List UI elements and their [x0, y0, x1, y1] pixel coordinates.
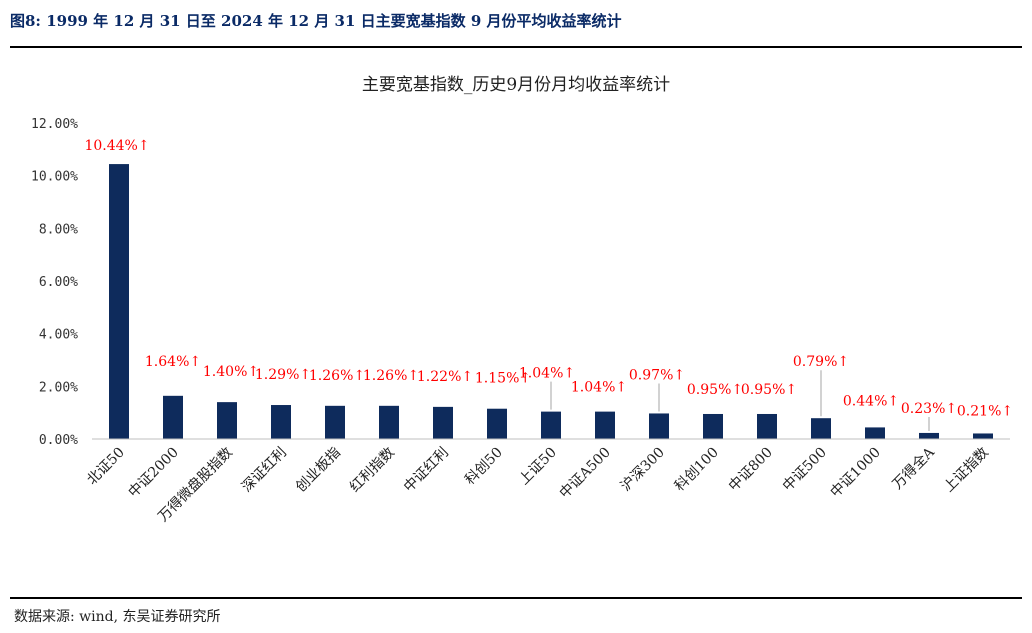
- label-leader-lines: [550, 370, 930, 431]
- x-tick-label: 科创100: [672, 445, 722, 495]
- data-label: 0.23%↑: [901, 401, 957, 417]
- bar: [541, 411, 561, 439]
- bar: [325, 405, 345, 439]
- x-tick-label: 万得全A: [889, 443, 938, 492]
- data-label: 0.95%↑: [741, 382, 797, 398]
- data-label: 1.22%↑: [417, 369, 473, 385]
- data-label: 1.26%↑: [363, 368, 419, 384]
- bar: [487, 408, 507, 439]
- bar: [217, 402, 237, 439]
- x-tick-label: 中证A500: [557, 445, 614, 502]
- bottom-rule: [10, 597, 1022, 599]
- bar: [757, 413, 777, 439]
- figure-title: 图8: 1999 年 12 月 31 日至 2024 年 12 月 31 日主要…: [10, 12, 622, 30]
- data-label: 0.44%↑: [843, 393, 899, 409]
- y-tick-label: 0.00%: [39, 433, 78, 448]
- bar: [271, 405, 291, 439]
- x-tick-label: 创业板指: [293, 445, 344, 496]
- bar: [379, 405, 399, 439]
- x-tick-label: 中证红利: [401, 445, 452, 496]
- data-label: 1.04%↑: [571, 380, 627, 396]
- y-tick-label: 2.00%: [39, 380, 78, 395]
- y-tick-label: 4.00%: [39, 328, 78, 343]
- y-tick-label: 10.00%: [31, 170, 78, 185]
- x-tick-label: 科创50: [462, 445, 506, 489]
- data-label: 1.40%↑: [203, 364, 259, 380]
- x-tick-label: 上证指数: [941, 445, 992, 496]
- data-label: 1.29%↑: [255, 367, 311, 383]
- x-tick-label: 沪深300: [618, 445, 668, 495]
- bar: [865, 427, 885, 439]
- data-label: 0.79%↑: [793, 354, 849, 370]
- data-label: 0.95%↑: [687, 382, 743, 398]
- bar: [109, 164, 129, 439]
- bar: [703, 413, 723, 439]
- data-label: 10.44%↑: [84, 138, 149, 154]
- top-rule: [10, 46, 1022, 48]
- x-tick-label: 中证1000: [828, 445, 884, 501]
- y-tick-label: 8.00%: [39, 222, 78, 237]
- x-tick-label: 红利指数: [347, 445, 398, 496]
- bars: [109, 164, 993, 439]
- y-tick-label: 12.00%: [31, 117, 78, 132]
- x-tick-label: 上证50: [516, 445, 560, 489]
- data-label: 1.64%↑: [145, 354, 201, 370]
- bar: [649, 413, 669, 439]
- x-tick-label: 北证50: [84, 445, 128, 489]
- x-tick-label: 中证500: [780, 445, 830, 495]
- source-note: 数据来源: wind, 东吴证券研究所: [14, 609, 221, 625]
- data-label: 0.97%↑: [629, 367, 685, 383]
- bar-chart: 主要宽基指数_历史9月份月均收益率统计 0.00% 2.00% 4.00% 6.00%…: [31, 75, 1013, 525]
- bar: [595, 411, 615, 439]
- x-tick-label: 深证红利: [239, 445, 290, 496]
- bar: [163, 395, 183, 439]
- data-label: 1.04%↑: [519, 366, 575, 382]
- figure-header: 图8: 1999 年 12 月 31 日至 2024 年 12 月 31 日主要…: [10, 6, 1022, 40]
- y-tick-label: 6.00%: [39, 275, 78, 290]
- chart-title: 主要宽基指数_历史9月份月均收益率统计: [362, 75, 670, 95]
- x-tick-label: 中证800: [726, 445, 776, 495]
- x-tick-label: 中证2000: [126, 445, 182, 501]
- bar: [919, 432, 939, 439]
- data-label: 0.21%↑: [957, 403, 1013, 419]
- bar: [811, 418, 831, 439]
- data-labels: 10.44%↑1.64%↑1.40%↑1.29%↑1.26%↑1.26%↑1.2…: [84, 138, 1013, 419]
- bar: [433, 406, 453, 439]
- y-axis: 0.00% 2.00% 4.00% 6.00% 8.00% 10.00% 12.00%: [31, 117, 78, 448]
- bar: [973, 433, 993, 439]
- data-label: 1.26%↑: [309, 368, 365, 384]
- data-label: 1.15%↑: [475, 371, 531, 387]
